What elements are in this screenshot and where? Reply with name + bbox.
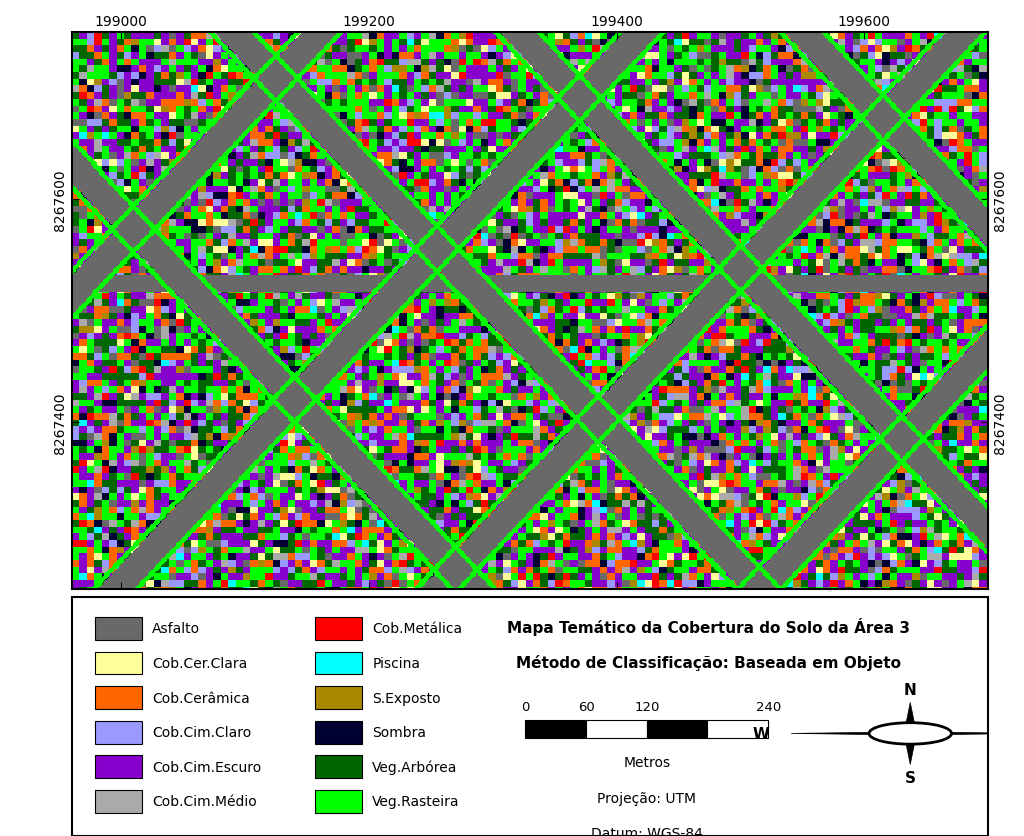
Bar — [314, 721, 362, 744]
Text: Mapa Temático da Cobertura do Solo da Área 3: Mapa Temático da Cobertura do Solo da Ár… — [507, 617, 910, 635]
Text: S: S — [905, 770, 915, 785]
Polygon shape — [792, 732, 910, 735]
Text: Cob.Cim.Escuro: Cob.Cim.Escuro — [153, 760, 261, 774]
Polygon shape — [910, 732, 1024, 735]
Text: W: W — [753, 726, 770, 741]
Bar — [314, 756, 362, 778]
Bar — [586, 721, 647, 738]
Text: Sombra: Sombra — [373, 726, 426, 739]
Text: Datum: WGS-84: Datum: WGS-84 — [591, 827, 702, 836]
Text: 120: 120 — [634, 701, 659, 713]
Polygon shape — [905, 733, 915, 764]
Bar — [314, 652, 362, 675]
Text: Piscina: Piscina — [373, 656, 420, 670]
Text: N: N — [904, 682, 916, 697]
Text: Veg.Rasteira: Veg.Rasteira — [373, 794, 460, 808]
Text: Método de Classificação: Baseada em Objeto: Método de Classificação: Baseada em Obje… — [516, 654, 901, 670]
Text: Metros: Metros — [624, 755, 671, 769]
Text: Cob.Cim.Médio: Cob.Cim.Médio — [153, 794, 257, 808]
Text: Projeção: UTM: Projeção: UTM — [597, 791, 696, 805]
Text: 0: 0 — [521, 701, 529, 713]
Circle shape — [869, 723, 951, 744]
Bar — [708, 721, 768, 738]
Bar — [314, 686, 362, 709]
Text: Cob.Metálica: Cob.Metálica — [373, 622, 463, 635]
Bar — [94, 686, 142, 709]
Text: 60: 60 — [578, 701, 594, 713]
Bar — [314, 790, 362, 813]
Text: Cob.Cim.Claro: Cob.Cim.Claro — [153, 726, 252, 739]
Text: Asfalto: Asfalto — [153, 622, 201, 635]
Text: S.Exposto: S.Exposto — [373, 691, 441, 705]
Bar — [94, 790, 142, 813]
Text: Veg.Arbórea: Veg.Arbórea — [373, 760, 458, 774]
Bar — [314, 618, 362, 640]
Text: Cob.Cerâmica: Cob.Cerâmica — [153, 691, 250, 705]
Text: 240: 240 — [756, 701, 781, 713]
Bar — [647, 721, 708, 738]
Bar — [94, 721, 142, 744]
Text: Cob.Cer.Clara: Cob.Cer.Clara — [153, 656, 248, 670]
Bar — [94, 756, 142, 778]
Bar — [94, 618, 142, 640]
Bar — [525, 721, 586, 738]
Polygon shape — [905, 702, 915, 733]
Bar — [94, 652, 142, 675]
